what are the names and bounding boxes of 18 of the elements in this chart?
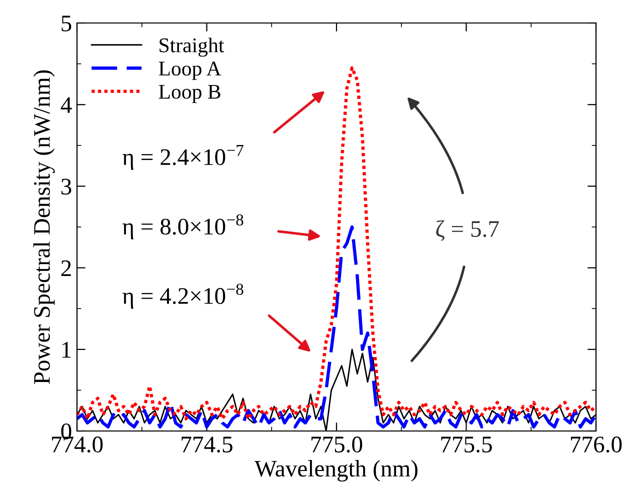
x-tick-label: 774.5 — [182, 436, 232, 453]
legend-label: Loop A — [158, 62, 222, 80]
y-tick-label: 4 — [60, 97, 72, 113]
annotation: ζ = 5.7 — [436, 220, 499, 241]
x-tick-label: 775.0 — [311, 436, 362, 453]
legend-label: Loop B — [158, 84, 220, 104]
x-tick-label: 775.5 — [441, 436, 492, 453]
y-tick-label: 1 — [62, 342, 71, 358]
annotation: η = 2.4×10$^{−7}$ — [122, 145, 244, 170]
y-axis-title: Power Spectral Density (nW/nm) — [33, 70, 55, 384]
annotation: η = 8.0×10$^{−8}$ — [122, 214, 244, 240]
legend-label: Straight — [160, 38, 224, 57]
y-tick-label: 2 — [61, 260, 71, 276]
annotation: η = 4.2×10$^{−8}$ — [122, 284, 244, 309]
x-tick-label: 776.0 — [570, 436, 622, 453]
y-tick-label: 5 — [62, 16, 72, 32]
y-tick-label: 3 — [61, 178, 72, 195]
x-axis-title: Wavelength (nm) — [254, 460, 418, 482]
